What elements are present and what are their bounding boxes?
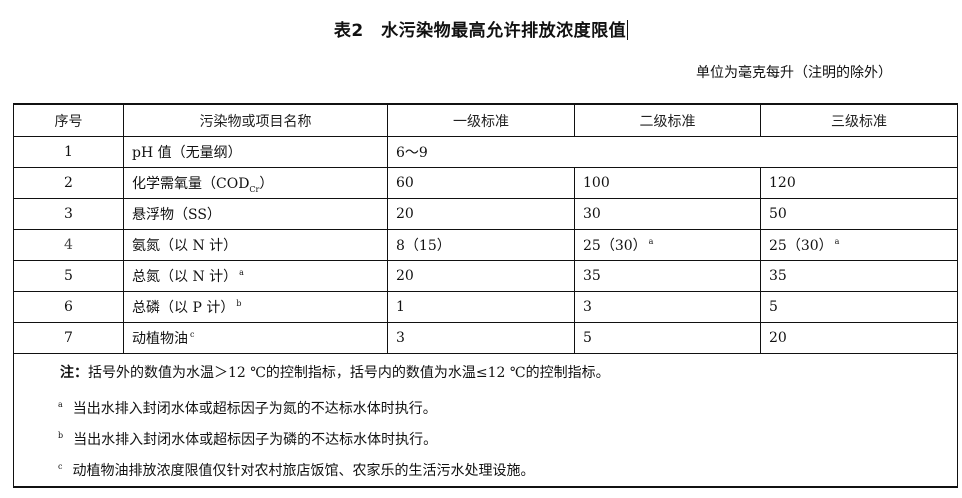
footnote-mark: c bbox=[190, 330, 195, 339]
name-text: 总磷（以 P 计） bbox=[132, 300, 235, 316]
row-no: 2 bbox=[13, 167, 124, 199]
table-row: 2 化学需氧量（CODCr） 60 100 120 bbox=[13, 167, 958, 199]
row-grade3: 120 bbox=[760, 167, 958, 199]
unit-note: 单位为毫克每升（注明的除外） bbox=[696, 65, 892, 81]
row-no: 5 bbox=[13, 260, 124, 292]
table-row: 6 总磷（以 P 计） b 1 3 5 bbox=[13, 291, 958, 323]
footnote-text: 当出水排入封闭水体或超标因子为氮的不达标水体时执行。 bbox=[72, 401, 437, 417]
footnote-text: 动植物油排放浓度限值仅针对农村旅店饭馆、农家乐的生活污水处理设施。 bbox=[72, 463, 535, 479]
footnote-text: 当出水排入封闭水体或超标因子为磷的不达标水体时执行。 bbox=[73, 432, 438, 448]
header-grade1: 一级标准 bbox=[387, 103, 575, 137]
row-grade1: 8（15） bbox=[387, 229, 575, 261]
footnote-mark: c bbox=[58, 462, 63, 471]
row-grade3: 5 bbox=[760, 291, 958, 323]
row-grade1: 20 bbox=[387, 260, 575, 292]
footnote-mark: a bbox=[239, 268, 244, 277]
row-name: 动植物油 c bbox=[123, 322, 388, 354]
row-grade3: 20 bbox=[760, 322, 958, 354]
row-grade3: 50 bbox=[760, 198, 958, 230]
header-grade3: 三级标准 bbox=[760, 103, 958, 137]
name-text: 动植物油 bbox=[132, 331, 188, 347]
row-grade2: 35 bbox=[574, 260, 761, 292]
row-name: 总氮（以 N 计） a bbox=[123, 260, 388, 292]
notes-row: 注：括号外的数值为水温＞12 ℃的控制指标，括号内的数值为水温≤12 ℃的控制指… bbox=[13, 353, 958, 488]
footnote-mark: a bbox=[648, 237, 654, 246]
footnote: b 当出水排入封闭水体或超标因子为磷的不达标水体时执行。 bbox=[58, 420, 957, 451]
table-title: 表2 水污染物最高允许排放浓度限值 bbox=[0, 16, 962, 41]
value-text: 25（30） bbox=[583, 238, 647, 254]
footnote-mark: a bbox=[58, 400, 63, 409]
footnote: c 动植物油排放浓度限值仅针对农村旅店饭馆、农家乐的生活污水处理设施。 bbox=[58, 451, 957, 482]
name-text: 总氮（以 N 计） bbox=[132, 269, 238, 285]
footnote-mark: b bbox=[236, 299, 242, 308]
row-grade1: 60 bbox=[387, 167, 575, 199]
emission-limits-table: 序号 污染物或项目名称 一级标准 二级标准 三级标准 1 pH 值（无量纲） 6… bbox=[13, 103, 958, 488]
row-grade1: 20 bbox=[387, 198, 575, 230]
note-main: 注：括号外的数值为水温＞12 ℃的控制指标，括号内的数值为水温≤12 ℃的控制指… bbox=[60, 358, 957, 389]
text-cursor bbox=[627, 20, 629, 40]
table-row: 5 总氮（以 N 计） a 20 35 35 bbox=[13, 260, 958, 292]
table-row: 7 动植物油 c 3 5 20 bbox=[13, 322, 958, 354]
row-grade2: 5 bbox=[574, 322, 761, 354]
row-grade2: 30 bbox=[574, 198, 761, 230]
row-no: 1 bbox=[13, 136, 124, 168]
table-row: 1 pH 值（无量纲） 6～9 bbox=[13, 136, 958, 168]
note-label: 注： bbox=[60, 365, 88, 381]
row-no: 4 bbox=[13, 229, 124, 261]
row-no: 7 bbox=[13, 322, 124, 354]
title-text: 表2 水污染物最高允许排放浓度限值 bbox=[333, 21, 627, 41]
value-text: 25（30） bbox=[769, 238, 833, 254]
footnote: a 当出水排入封闭水体或超标因子为氮的不达标水体时执行。 bbox=[58, 389, 957, 420]
header-name: 污染物或项目名称 bbox=[123, 103, 388, 137]
notes-cell: 注：括号外的数值为水温＞12 ℃的控制指标，括号内的数值为水温≤12 ℃的控制指… bbox=[13, 353, 958, 488]
row-value-merged: 6～9 bbox=[387, 136, 958, 168]
header-no: 序号 bbox=[13, 103, 124, 137]
row-grade3: 25（30） a bbox=[760, 229, 958, 261]
row-no: 3 bbox=[13, 198, 124, 230]
row-grade2: 3 bbox=[574, 291, 761, 323]
table-row: 4 氨氮（以 N 计） 8（15） 25（30） a 25（30） a bbox=[13, 229, 958, 261]
row-no: 6 bbox=[13, 291, 124, 323]
subscript: Cr bbox=[249, 184, 260, 194]
row-grade2: 25（30） a bbox=[574, 229, 761, 261]
row-name: 总磷（以 P 计） b bbox=[123, 291, 388, 323]
footnote-mark: a bbox=[834, 237, 840, 246]
name-end: ） bbox=[259, 175, 274, 192]
header-row: 序号 污染物或项目名称 一级标准 二级标准 三级标准 bbox=[13, 103, 958, 137]
row-grade3: 35 bbox=[760, 260, 958, 292]
row-grade2: 100 bbox=[574, 167, 761, 199]
name-text: 化学需氧量（COD bbox=[132, 175, 250, 192]
row-name: 氨氮（以 N 计） bbox=[123, 229, 388, 261]
row-grade1: 1 bbox=[387, 291, 575, 323]
table-row: 3 悬浮物（SS） 20 30 50 bbox=[13, 198, 958, 230]
row-grade1: 3 bbox=[387, 322, 575, 354]
row-name: pH 值（无量纲） bbox=[123, 136, 388, 168]
note-text: 括号外的数值为水温＞12 ℃的控制指标，括号内的数值为水温≤12 ℃的控制指标。 bbox=[88, 365, 610, 381]
row-name: 化学需氧量（CODCr） bbox=[123, 167, 388, 199]
footnote-mark: b bbox=[58, 431, 64, 440]
row-name: 悬浮物（SS） bbox=[123, 198, 388, 230]
header-grade2: 二级标准 bbox=[574, 103, 761, 137]
